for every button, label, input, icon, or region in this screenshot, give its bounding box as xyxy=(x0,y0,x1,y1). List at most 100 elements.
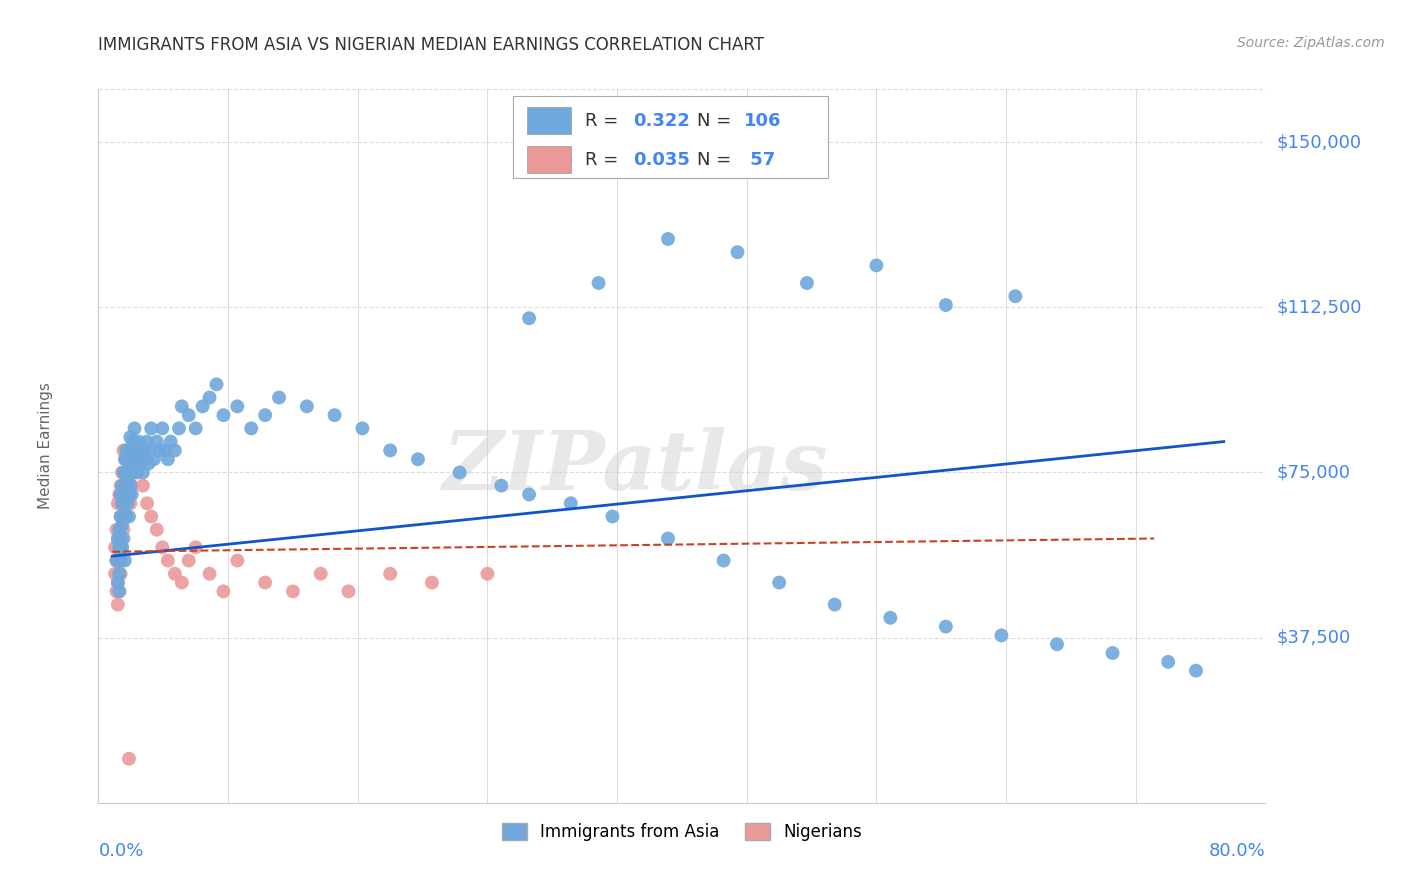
Point xyxy=(657,232,679,246)
Point xyxy=(110,553,132,567)
Point xyxy=(112,487,135,501)
Point xyxy=(517,487,540,501)
Point xyxy=(118,752,141,766)
Point xyxy=(115,443,138,458)
Point xyxy=(111,541,134,555)
Point xyxy=(131,443,153,458)
Point xyxy=(105,553,128,567)
Point xyxy=(657,532,679,546)
Point xyxy=(727,245,749,260)
Point xyxy=(150,541,173,555)
FancyBboxPatch shape xyxy=(513,96,828,178)
Point xyxy=(602,509,624,524)
Point xyxy=(108,553,131,567)
Point xyxy=(114,553,136,567)
Point xyxy=(112,532,135,546)
Point xyxy=(865,259,887,273)
Point xyxy=(184,421,207,435)
Point xyxy=(170,400,193,414)
Text: $150,000: $150,000 xyxy=(1277,133,1361,151)
Point xyxy=(125,443,148,458)
Point xyxy=(114,466,136,480)
Point xyxy=(122,434,145,449)
Point xyxy=(115,509,138,524)
Point xyxy=(115,496,138,510)
Point xyxy=(112,466,135,480)
Point xyxy=(184,541,207,555)
Point xyxy=(129,452,152,467)
Point xyxy=(135,452,157,467)
Point xyxy=(1101,646,1123,660)
Point xyxy=(124,421,146,435)
Text: 106: 106 xyxy=(744,112,782,130)
Text: N =: N = xyxy=(697,152,737,169)
Point xyxy=(143,452,166,467)
Point xyxy=(110,541,132,555)
Point xyxy=(198,566,221,581)
Point xyxy=(1185,664,1208,678)
Point xyxy=(254,408,277,422)
Point xyxy=(796,276,818,290)
Text: R =: R = xyxy=(585,112,624,130)
Point xyxy=(108,523,131,537)
Point xyxy=(108,584,131,599)
Point xyxy=(212,408,235,422)
Point xyxy=(110,509,132,524)
Point xyxy=(114,452,136,467)
FancyBboxPatch shape xyxy=(527,146,571,173)
Point xyxy=(108,541,131,555)
Point xyxy=(120,496,142,510)
Point xyxy=(110,566,132,581)
Point xyxy=(107,532,129,546)
Point xyxy=(120,478,142,492)
Point xyxy=(146,523,169,537)
Point xyxy=(110,509,132,524)
Point xyxy=(104,541,127,555)
Point xyxy=(120,430,142,444)
Point xyxy=(226,553,249,567)
Point xyxy=(118,466,141,480)
Point xyxy=(114,509,136,524)
Point xyxy=(990,628,1012,642)
Point xyxy=(136,496,159,510)
Point xyxy=(122,466,145,480)
Point xyxy=(163,566,186,581)
Point xyxy=(105,523,128,537)
Point xyxy=(1157,655,1180,669)
Point xyxy=(111,518,134,533)
Point xyxy=(118,466,141,480)
Point xyxy=(352,421,374,435)
Point xyxy=(156,452,179,467)
Text: ZIPatlas: ZIPatlas xyxy=(443,427,828,508)
Point xyxy=(107,575,129,590)
Point xyxy=(198,391,221,405)
FancyBboxPatch shape xyxy=(527,107,571,134)
Point xyxy=(134,443,156,458)
Point xyxy=(713,553,735,567)
Point xyxy=(136,434,159,449)
Point xyxy=(1046,637,1069,651)
Point xyxy=(153,443,176,458)
Point xyxy=(117,443,139,458)
Point xyxy=(226,400,249,414)
Point xyxy=(111,478,134,492)
Text: 0.035: 0.035 xyxy=(633,152,690,169)
Point xyxy=(177,553,200,567)
Point xyxy=(132,466,155,480)
Point xyxy=(127,443,149,458)
Point xyxy=(935,619,957,633)
Point xyxy=(148,443,170,458)
Point xyxy=(406,452,429,467)
Point xyxy=(146,434,169,449)
Point xyxy=(112,487,135,501)
Point xyxy=(177,408,200,422)
Point xyxy=(112,496,135,510)
Point xyxy=(118,443,141,458)
Point xyxy=(112,509,135,524)
Point xyxy=(120,452,142,467)
Point xyxy=(115,487,138,501)
Text: Median Earnings: Median Earnings xyxy=(38,383,53,509)
Point xyxy=(420,575,443,590)
Point xyxy=(167,421,190,435)
Point xyxy=(118,487,141,501)
